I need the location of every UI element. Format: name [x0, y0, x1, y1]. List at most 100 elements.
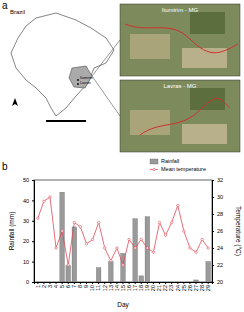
- tick-mark: [110, 282, 111, 284]
- bar: [102, 282, 107, 283]
- inset-label: Lavras - MG: [163, 83, 196, 89]
- marker: [207, 247, 209, 249]
- marker: [61, 230, 63, 232]
- axis-line: [32, 181, 35, 283]
- tick-label: 40: [23, 198, 29, 204]
- tick-mark: [135, 282, 136, 284]
- marker: [140, 238, 142, 240]
- tick-mark: [147, 282, 148, 284]
- zoom-line: [92, 76, 120, 116]
- legend-entry: Rainfall: [150, 158, 179, 164]
- marker: [91, 238, 93, 240]
- bar: [54, 282, 59, 283]
- tick-label: 24: [217, 245, 223, 251]
- tick-mark: [43, 282, 44, 284]
- bar: [163, 282, 168, 283]
- line: [38, 197, 208, 265]
- bar: [109, 262, 114, 282]
- marker: [122, 264, 124, 266]
- bar: [36, 282, 41, 283]
- figure: aBrazilItumirimLavrasItumirim - MG Lavras…: [0, 0, 244, 312]
- legend-marker: [153, 168, 155, 170]
- tick-mark: [183, 282, 184, 284]
- tick-mark: [86, 282, 87, 284]
- axis-line: [35, 283, 213, 285]
- place-label: Itumirim: [80, 76, 93, 80]
- bar: [151, 282, 156, 283]
- tick-label: 32: [217, 177, 223, 183]
- bar: [133, 219, 138, 282]
- marker: [37, 217, 39, 219]
- bar: [139, 276, 144, 282]
- satellite-inset: Itumirim - MG: [120, 4, 240, 76]
- tick: 26: [212, 228, 223, 234]
- tick: 29: [205, 282, 211, 291]
- bar: [175, 282, 180, 283]
- tick-mark: [49, 282, 50, 284]
- bar: [84, 282, 89, 283]
- marker: [73, 221, 75, 223]
- marker: [146, 247, 148, 249]
- satellite-inset: Lavras - MG: [120, 80, 240, 152]
- tick-mark: [92, 282, 93, 284]
- marker: [158, 221, 160, 223]
- marker: [195, 251, 197, 253]
- tick-mark: [98, 282, 99, 284]
- tick-mark: [212, 265, 214, 266]
- tick: 32: [212, 177, 223, 183]
- bar: [194, 280, 199, 282]
- legend-label: Rainfall: [161, 158, 179, 164]
- marker: [49, 196, 51, 198]
- tick-mark: [116, 282, 117, 284]
- tick: 20: [23, 238, 34, 244]
- tick: 30: [23, 218, 34, 224]
- marker: [152, 251, 154, 253]
- legend: Rainfall Mean temperature: [150, 158, 206, 172]
- place-dot: [77, 79, 79, 81]
- bar: [200, 282, 205, 283]
- tick-label: 30: [23, 218, 29, 224]
- tick-mark: [32, 282, 34, 283]
- marker: [116, 247, 118, 249]
- tick-mark: [202, 282, 203, 284]
- tick-mark: [212, 248, 214, 249]
- y-axis-title: Rainfall (mm): [8, 212, 16, 251]
- inset-image: [120, 80, 240, 152]
- tick-mark: [32, 221, 34, 222]
- tick-mark: [37, 282, 38, 284]
- river: [125, 24, 238, 53]
- map-brazil: BrazilItumirimLavras: [10, 9, 114, 122]
- bar: [169, 282, 174, 283]
- tick: 20: [212, 279, 223, 285]
- scale-bar: [46, 120, 86, 122]
- tick-label: 20: [217, 279, 223, 285]
- tick-label: 22: [217, 262, 223, 268]
- tick-mark: [159, 282, 160, 284]
- tick-mark: [68, 282, 69, 284]
- marker: [110, 260, 112, 262]
- tick-mark: [141, 282, 142, 284]
- panel-label: a: [2, 0, 8, 11]
- tick-mark: [212, 231, 214, 232]
- legend-swatch: [150, 159, 158, 164]
- marker: [183, 230, 185, 232]
- legend-entry: Mean temperature: [150, 166, 206, 172]
- marker: [177, 204, 179, 206]
- marker: [55, 247, 57, 249]
- axis: 1234567891011121314151617181920212223242…: [35, 282, 213, 291]
- place-label: Lavras: [80, 81, 91, 85]
- bar: [90, 282, 95, 283]
- marker: [134, 247, 136, 249]
- north-arrow: [12, 98, 18, 106]
- bar: [188, 282, 193, 283]
- bar: [78, 282, 83, 283]
- river: [140, 98, 230, 135]
- place-dot: [77, 83, 79, 85]
- tick-label: 26: [217, 228, 223, 234]
- map-panel: aBrazilItumirimLavrasItumirim - MG Lavras…: [2, 0, 240, 152]
- tick-mark: [212, 214, 214, 215]
- field-patch: [130, 110, 170, 135]
- bar: [48, 282, 53, 283]
- tick-mark: [212, 282, 214, 283]
- tick-mark: [32, 200, 34, 201]
